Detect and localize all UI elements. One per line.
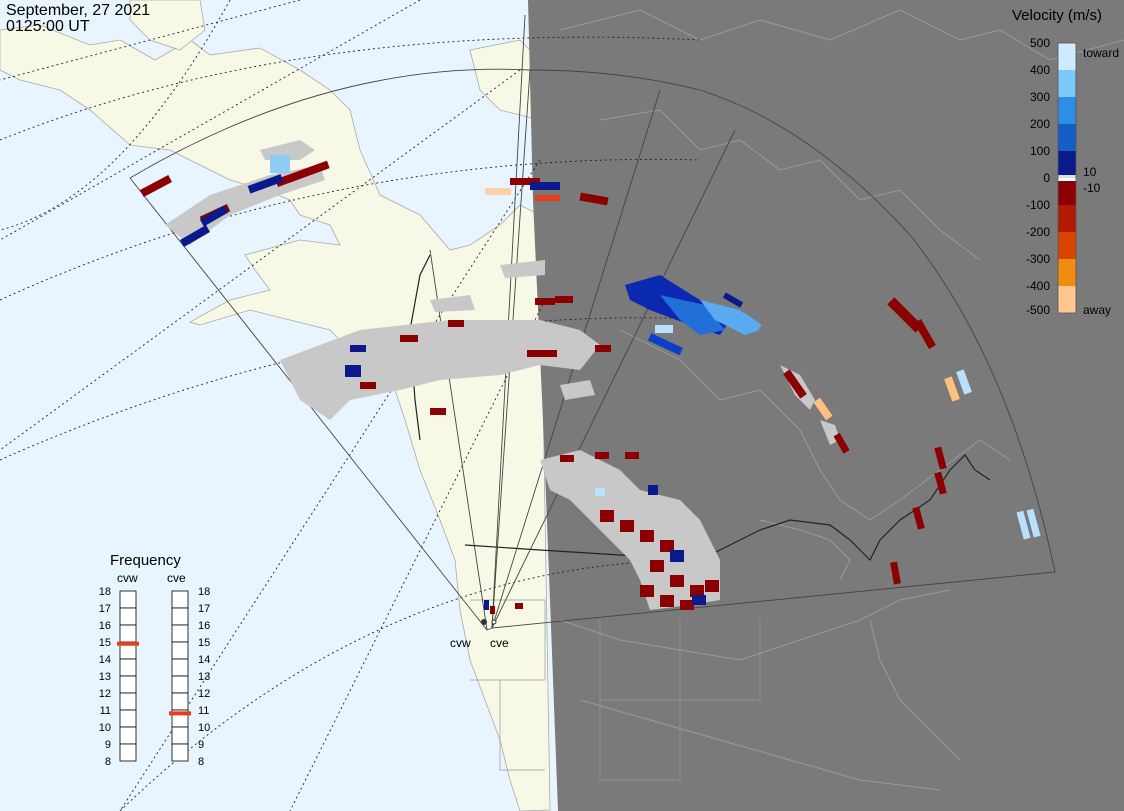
frequency-scale-cell <box>119 624 137 643</box>
frequency-scale-cell <box>171 675 189 694</box>
legend-away: away <box>1083 303 1111 317</box>
frequency-tick-right: 15 <box>198 637 210 649</box>
frequency-scale-cell <box>119 692 137 711</box>
frequency-scale-cell <box>119 709 137 728</box>
frequency-tick-left: 18 <box>99 586 111 598</box>
legend-tick: -300 <box>1026 252 1050 266</box>
legend-tick: -500 <box>1026 303 1050 317</box>
legend-tick: -100 <box>1026 198 1050 212</box>
frequency-title: Frequency <box>110 552 181 569</box>
frequency-tick-left: 15 <box>99 637 111 649</box>
legend-tick: 0 <box>1043 171 1050 185</box>
legend-tick: -200 <box>1026 225 1050 239</box>
frequency-tick-left: 10 <box>99 722 111 734</box>
site-marker-cvw <box>481 619 487 625</box>
legend-tick: 200 <box>1030 117 1050 131</box>
state-lines <box>470 599 761 781</box>
frequency-scale-cell <box>119 607 137 626</box>
legend-tick: 300 <box>1030 90 1050 104</box>
site-label-cvw: cvw <box>450 636 471 650</box>
site-marker-cve <box>491 619 497 625</box>
site-label-cve: cve <box>490 636 509 650</box>
frequency-scale-cell <box>171 692 189 711</box>
radar-sites: cvw cve <box>450 619 509 650</box>
frequency-tick-right: 12 <box>198 688 210 700</box>
frequency-tick-right: 11 <box>198 705 209 717</box>
frequency-scale-cell <box>171 743 189 762</box>
velocity-scatter <box>139 155 1041 614</box>
frequency-tick-right: 8 <box>198 756 204 768</box>
legend-tick: -400 <box>1026 279 1050 293</box>
frequency-scale-cell <box>119 675 137 694</box>
time-label: 0125:00 UT <box>6 18 90 35</box>
frequency-tick-left: 9 <box>105 739 111 751</box>
frequency-scale-cell <box>171 590 189 609</box>
frequency-tick-left: 16 <box>99 620 111 632</box>
frequency-tick-left: 11 <box>100 705 111 717</box>
frequency-scale-cell <box>171 624 189 643</box>
frequency-scale-cell <box>119 658 137 677</box>
frequency-marker-cvw <box>117 641 139 646</box>
frequency-tick-right: 13 <box>198 671 210 683</box>
legend-tick: 100 <box>1030 144 1050 158</box>
frequency-label-cvw: cvw <box>117 571 138 585</box>
frequency-tick-left: 12 <box>99 688 111 700</box>
frequency-panel: Frequency cvw cve 18 18 17 17 16 16 15 15 14 14 13… <box>99 552 211 768</box>
frequency-tick-right: 10 <box>198 722 210 734</box>
frequency-tick-left: 14 <box>99 654 111 666</box>
frequency-scale-cell <box>171 641 189 660</box>
frequency-tick-left: 13 <box>99 671 111 683</box>
frequency-tick-right: 18 <box>198 586 210 598</box>
frequency-tick-right: 9 <box>198 739 204 751</box>
legend-tick: 500 <box>1030 36 1050 50</box>
legend-tick: 400 <box>1030 63 1050 77</box>
frequency-tick-right: 16 <box>198 620 210 632</box>
frequency-marker-cve <box>169 711 191 716</box>
frequency-tick-left: 8 <box>105 756 111 768</box>
velocity-legend: Velocity (m/s) toward away 500 400 300 2… <box>1012 7 1119 317</box>
graticule <box>0 0 721 811</box>
night-land-outlines <box>559 9 1124 791</box>
legend-title: Velocity (m/s) <box>1012 7 1102 24</box>
frequency-scale-cell <box>119 590 137 609</box>
frequency-tick-right: 17 <box>198 603 210 615</box>
frequency-scale-cell <box>119 726 137 745</box>
frequency-tick-left: 17 <box>99 603 111 615</box>
legend-tick: 10 <box>1083 165 1097 179</box>
frequency-scale-cell <box>171 726 189 745</box>
legend-toward: toward <box>1083 46 1119 60</box>
frequency-scale-cell <box>119 743 137 762</box>
legend-tick: -10 <box>1083 181 1101 195</box>
frequency-scale-cell <box>171 658 189 677</box>
night-terminator <box>528 0 1124 811</box>
frequency-tick-right: 14 <box>198 654 210 666</box>
frequency-label-cve: cve <box>167 571 186 585</box>
date-label: September, 27 2021 <box>6 2 150 19</box>
frequency-scale-cell <box>171 607 189 626</box>
